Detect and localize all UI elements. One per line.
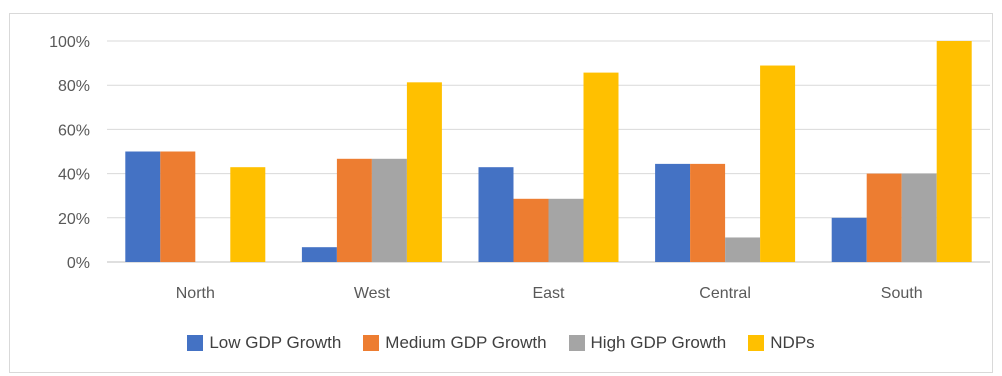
bar [548, 198, 584, 262]
y-tick-label: 0% [67, 255, 90, 272]
bar-chart: 0% 20% 40% 60% 80% 100% North West East Central S… [49, 34, 990, 302]
bar [760, 65, 796, 262]
bar [655, 163, 691, 262]
legend-item: Low GDP Growth [187, 333, 341, 353]
legend-label: NDPs [770, 333, 815, 352]
bar [230, 167, 266, 262]
y-tick-label: 40% [58, 167, 90, 184]
bar [831, 217, 867, 262]
bar [301, 247, 337, 262]
bar [371, 158, 407, 262]
bar [725, 237, 761, 262]
legend-item: Medium GDP Growth [363, 333, 547, 353]
x-tick-label: West [354, 285, 391, 302]
y-tick-label: 20% [58, 211, 90, 228]
bar [866, 173, 902, 262]
bar [513, 198, 549, 262]
legend-swatch [187, 335, 204, 351]
legend-label: High GDP Growth [590, 333, 727, 352]
x-tick-label: South [881, 285, 923, 302]
bar [690, 163, 726, 262]
y-axis-ticks: 0% 20% 40% 60% 80% 100% [49, 34, 90, 272]
x-tick-label: Central [699, 285, 751, 302]
legend-swatch [363, 335, 380, 351]
bar [478, 167, 514, 262]
bar [936, 41, 972, 262]
legend-swatch [568, 335, 585, 351]
legend-label: Low GDP Growth [209, 333, 342, 352]
legend: Low GDP Growth Medium GDP Growth High GDP … [0, 333, 1002, 353]
x-tick-label: North [176, 285, 215, 302]
y-tick-label: 80% [58, 78, 90, 95]
legend-label: Medium GDP Growth [385, 333, 547, 352]
bar [125, 151, 161, 262]
y-tick-label: 100% [49, 34, 90, 51]
legend-swatch [748, 335, 765, 351]
y-tick-label: 60% [58, 122, 90, 139]
x-axis-ticks: North West East Central South [176, 285, 923, 302]
x-tick-label: East [532, 285, 565, 302]
bars [125, 41, 972, 263]
bar [901, 173, 937, 262]
bar [336, 158, 372, 262]
bar [160, 151, 196, 262]
bar [406, 82, 442, 263]
legend-item: NDPs [748, 333, 815, 353]
legend-item: High GDP Growth [568, 333, 727, 353]
bar [583, 72, 619, 262]
